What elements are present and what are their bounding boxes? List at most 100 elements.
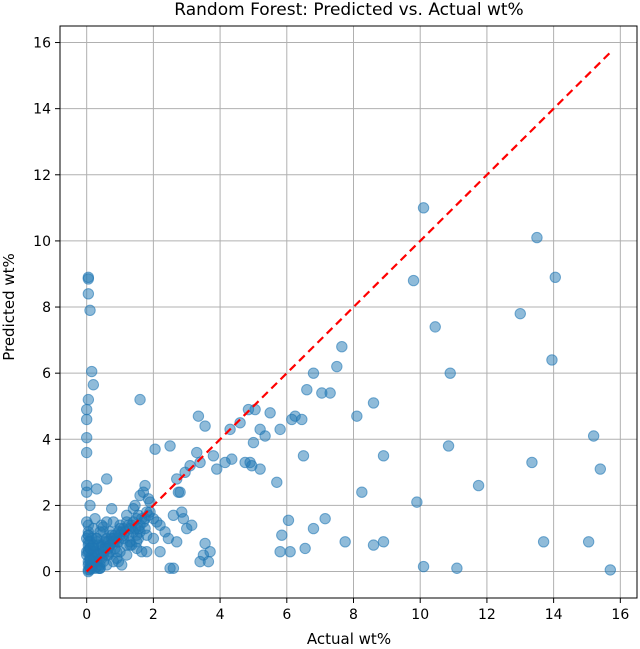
data-point — [307, 522, 320, 535]
data-point — [271, 476, 283, 488]
data-point — [164, 440, 176, 452]
x-tick-label: 8 — [349, 607, 358, 623]
data-point — [307, 367, 320, 379]
data-point — [546, 354, 558, 366]
data-point — [82, 271, 95, 283]
data-point — [110, 546, 123, 558]
data-point — [276, 529, 288, 541]
data-point — [587, 430, 600, 442]
data-point — [191, 446, 203, 459]
data-point — [582, 536, 595, 548]
x-tick-label: 12 — [478, 607, 496, 623]
data-point — [207, 450, 220, 462]
data-point — [299, 542, 311, 555]
data-point — [89, 512, 101, 525]
data-point — [367, 397, 380, 409]
data-point — [377, 536, 390, 548]
data-point — [171, 473, 183, 485]
data-point — [274, 423, 286, 436]
data-point — [234, 417, 246, 429]
data-point — [604, 564, 617, 576]
y-axis-label: Predicted wt% — [0, 253, 18, 361]
data-point — [136, 546, 148, 558]
y-tick-label: 12 — [33, 168, 51, 184]
data-point — [139, 479, 151, 492]
data-point — [377, 450, 390, 462]
data-point — [177, 512, 190, 525]
data-point — [167, 562, 180, 574]
data-point — [121, 549, 133, 561]
data-point — [411, 496, 423, 508]
data-point — [282, 514, 295, 527]
data-point — [514, 307, 526, 320]
data-point — [211, 463, 223, 475]
data-point — [80, 431, 93, 444]
y-tick-label: 4 — [42, 432, 51, 448]
data-point — [226, 453, 238, 465]
data-point — [171, 536, 183, 548]
y-tick-label: 8 — [42, 300, 51, 316]
data-point — [442, 440, 455, 452]
data-point — [105, 503, 118, 515]
data-point — [594, 463, 607, 475]
data-point — [87, 379, 100, 391]
data-point — [264, 407, 276, 419]
data-point — [167, 509, 180, 522]
data-point — [247, 436, 260, 449]
data-point — [82, 288, 95, 300]
x-tick-label: 16 — [611, 607, 629, 623]
data-point — [194, 456, 206, 469]
x-axis-ticks: 0 2 4 6 8 10 12 14 16 — [82, 598, 629, 623]
y-axis-ticks: 0 2 4 6 8 10 12 14 16 — [33, 36, 60, 581]
y-tick-label: 0 — [42, 565, 51, 581]
data-point — [80, 446, 93, 459]
data-point — [472, 479, 485, 492]
grid-lines — [60, 26, 637, 598]
data-point — [149, 443, 161, 455]
y-tick-label: 6 — [42, 366, 51, 382]
data-point — [184, 460, 196, 472]
x-tick-label: 14 — [545, 607, 563, 623]
data-point — [284, 546, 296, 558]
data-point — [351, 410, 363, 422]
x-tick-label: 0 — [82, 607, 91, 623]
data-point — [199, 420, 211, 432]
data-point — [526, 456, 538, 469]
data-point — [197, 549, 210, 561]
data-point — [417, 202, 430, 214]
data-point — [85, 365, 98, 378]
data-point — [82, 519, 95, 531]
y-tick-label: 14 — [33, 102, 51, 118]
data-point — [417, 560, 430, 573]
data-point — [301, 383, 313, 396]
data-point — [80, 413, 93, 426]
data-point — [80, 403, 93, 416]
x-tick-label: 4 — [216, 607, 225, 623]
y-tick-label: 10 — [33, 234, 51, 250]
identity-reference-line — [85, 51, 612, 573]
data-point — [144, 506, 156, 518]
data-point — [181, 522, 193, 535]
data-point — [451, 562, 463, 574]
data-point — [407, 274, 420, 287]
data-point — [339, 536, 351, 548]
data-point — [100, 516, 113, 528]
data-point — [80, 486, 93, 498]
data-point — [429, 321, 441, 333]
data-point — [549, 271, 561, 283]
data-point — [192, 410, 205, 422]
data-point — [85, 562, 98, 574]
data-point — [154, 546, 166, 558]
x-tick-label: 6 — [282, 607, 291, 623]
y-tick-label: 2 — [42, 498, 51, 514]
y-tick-label: 16 — [33, 36, 51, 52]
chart-title: Random Forest: Predicted vs. Actual wt% — [174, 0, 523, 20]
data-point — [134, 393, 146, 406]
data-point — [199, 537, 211, 550]
data-point — [356, 486, 368, 498]
scatter-points — [80, 202, 617, 578]
data-point — [537, 536, 550, 548]
data-point — [336, 341, 348, 353]
x-axis-label: Actual wt% — [307, 630, 391, 648]
data-point — [82, 393, 95, 406]
